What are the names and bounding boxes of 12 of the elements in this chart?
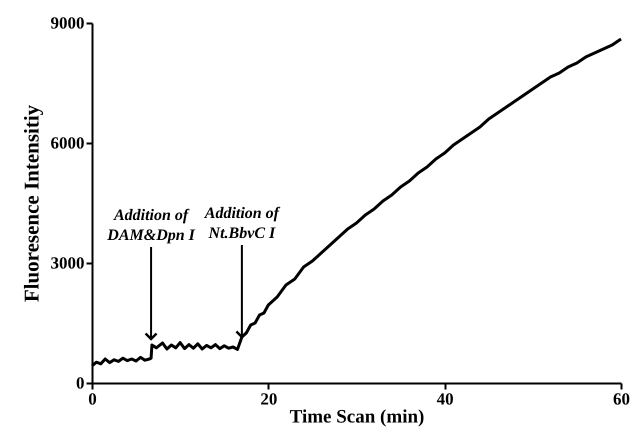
y-axis-title: Fluoresence Intensitiy (20, 104, 44, 302)
y-tick-label: 9000 (50, 14, 84, 32)
y-tick-label: 3000 (50, 254, 84, 272)
annotation: Addition of Nt.BbvC I (204, 205, 281, 242)
x-tick-label: 0 (88, 390, 97, 408)
x-tick-label: 20 (260, 390, 278, 408)
annotation: Addition of DAM&Dpn I (106, 207, 196, 244)
y-tick-label: 6000 (50, 134, 84, 152)
x-tick-label: 60 (613, 390, 630, 408)
x-tick-label: 40 (436, 390, 454, 408)
y-tick-label: 0 (76, 374, 84, 392)
x-axis-title: Time Scan (min) (290, 406, 424, 428)
